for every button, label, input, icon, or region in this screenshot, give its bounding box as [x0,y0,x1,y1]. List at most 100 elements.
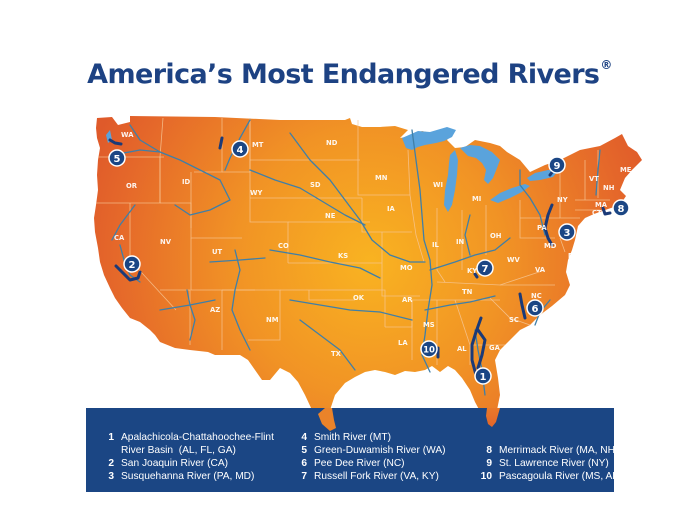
svg-text:1: 1 [480,372,487,383]
marker-2[interactable]: 2 [123,255,141,273]
lake-erie [490,184,530,203]
legend-panel: 1 Apalachicola-Chattahoochee-Flint River… [86,408,621,492]
svg-text:FL: FL [504,403,514,411]
svg-text:ND: ND [326,139,338,147]
legend-item: River Basin (AL, FL, GA) [104,444,274,457]
river-russell-fork [473,272,479,279]
legend-label: Apalachicola-Chattahoochee-Flint [121,432,274,443]
legend-item: 3 Susquehanna River (PA, MD) [104,470,274,483]
svg-text:NV: NV [160,238,172,246]
legend-label: Merrimack River (MA, NH) [499,445,619,456]
marker-3[interactable]: 3 [558,223,576,241]
legend-label: Pee Dee River (NC) [314,458,405,469]
svg-text:NE: NE [325,212,336,220]
svg-text:IL: IL [432,241,440,249]
svg-text:NM: NM [266,316,279,324]
marker-9[interactable]: 9 [548,156,566,174]
title-text: America’s Most Endangered Rivers [87,59,600,90]
svg-text:TX: TX [331,350,342,358]
river-network [111,119,601,396]
svg-text:CA: CA [114,234,125,242]
river-san-joaquin [114,264,142,282]
river-flint [476,328,487,370]
svg-text:MS: MS [423,321,435,329]
svg-text:CT: CT [592,209,602,217]
svg-text:LA: LA [398,339,408,347]
svg-text:MA: MA [595,201,608,209]
marker-1[interactable]: 1 [474,367,492,385]
legend-number [104,444,114,457]
legend-number: 10 [480,471,492,482]
legend-item: 6 Pee Dee River (NC) [299,457,446,470]
legend-item: 2 San Joaquin River (CA) [104,457,274,470]
svg-text:WI: WI [433,181,443,189]
svg-text:WY: WY [250,189,262,197]
legend-item: 8 Merrimack River (MA, NH) [478,444,621,457]
svg-text:GA: GA [489,344,501,352]
legend-number: 2 [108,458,114,469]
svg-text:IA: IA [387,205,396,213]
svg-text:KY: KY [467,267,477,275]
marker-7[interactable]: 7 [476,259,494,277]
marker-4[interactable]: 4 [231,140,249,158]
legend-number: 8 [486,445,492,456]
lake-superior [402,127,456,150]
svg-text:7: 7 [482,264,489,275]
river-smith [218,136,224,150]
legend-item: 5 Green-Duwamish River (WA) [299,444,445,457]
legend-column-3: 8 Merrimack River (MA, NH) 9 St. Lawrenc… [478,444,622,483]
marker-5[interactable]: 5 [108,149,126,167]
svg-text:AZ: AZ [210,306,220,314]
svg-text:ME: ME [620,166,632,174]
svg-text:KS: KS [338,252,348,260]
svg-text:6: 6 [532,304,539,315]
state-labels: WA OR CA NV ID MT WY UT AZ CO NM ND SD N… [114,131,632,411]
marker-10[interactable]: 10 [420,340,438,358]
river-merrimack [601,206,612,216]
legend-item: 10 Pascagoula River (MS, AL) [478,470,622,483]
marker-6[interactable]: 6 [526,299,544,317]
legend-number: 7 [301,471,307,482]
svg-text:UT: UT [212,248,223,256]
svg-text:MT: MT [252,141,264,149]
legend-item: 1 Apalachicola-Chattahoochee-Flint [104,431,274,444]
svg-text:RI: RI [606,220,614,228]
svg-text:TN: TN [462,288,473,296]
svg-text:MN: MN [375,174,388,182]
legend-number: 9 [486,458,492,469]
legend-item: 4 Smith River (MT) [299,431,446,444]
legend-label: Susquehanna River (PA, MD) [121,471,255,482]
svg-text:MO: MO [400,264,413,272]
svg-text:DE: DE [568,252,579,260]
legend-number: 3 [108,471,114,482]
legend-label: San Joaquin River (CA) [121,458,229,469]
page-title: America’s Most Endangered Rivers® [0,58,699,90]
river-green-duwamish [108,138,123,146]
svg-text:5: 5 [114,154,121,165]
svg-text:SD: SD [310,181,321,189]
svg-text:OH: OH [490,232,502,240]
marker-8[interactable]: 8 [612,199,630,217]
legend-item: 7 Russell Fork River (VA, KY) [299,470,446,483]
river-pee-dee [518,292,527,320]
svg-text:8: 8 [618,204,625,215]
legend-item: 9 St. Lawrence River (NY) [478,457,621,470]
registered-mark: ® [600,58,612,72]
legend-number: 6 [301,458,307,469]
legend-label: Russell Fork River (VA, KY) [314,471,439,482]
svg-text:OK: OK [353,294,365,302]
svg-text:NJ: NJ [577,233,585,241]
legend-column-2: 4 Smith River (MT) 5 Green-Duwamish Rive… [299,431,446,483]
svg-text:NY: NY [557,196,568,204]
svg-text:NC: NC [531,292,542,300]
legend-number: 4 [301,432,307,443]
svg-text:VA: VA [535,266,546,274]
svg-text:PA: PA [537,224,547,232]
svg-text:9: 9 [554,161,561,172]
svg-text:3: 3 [564,228,571,239]
river-susquehanna [543,203,554,247]
svg-text:10: 10 [423,346,435,356]
svg-text:2: 2 [129,260,136,271]
svg-text:AR: AR [402,296,413,304]
